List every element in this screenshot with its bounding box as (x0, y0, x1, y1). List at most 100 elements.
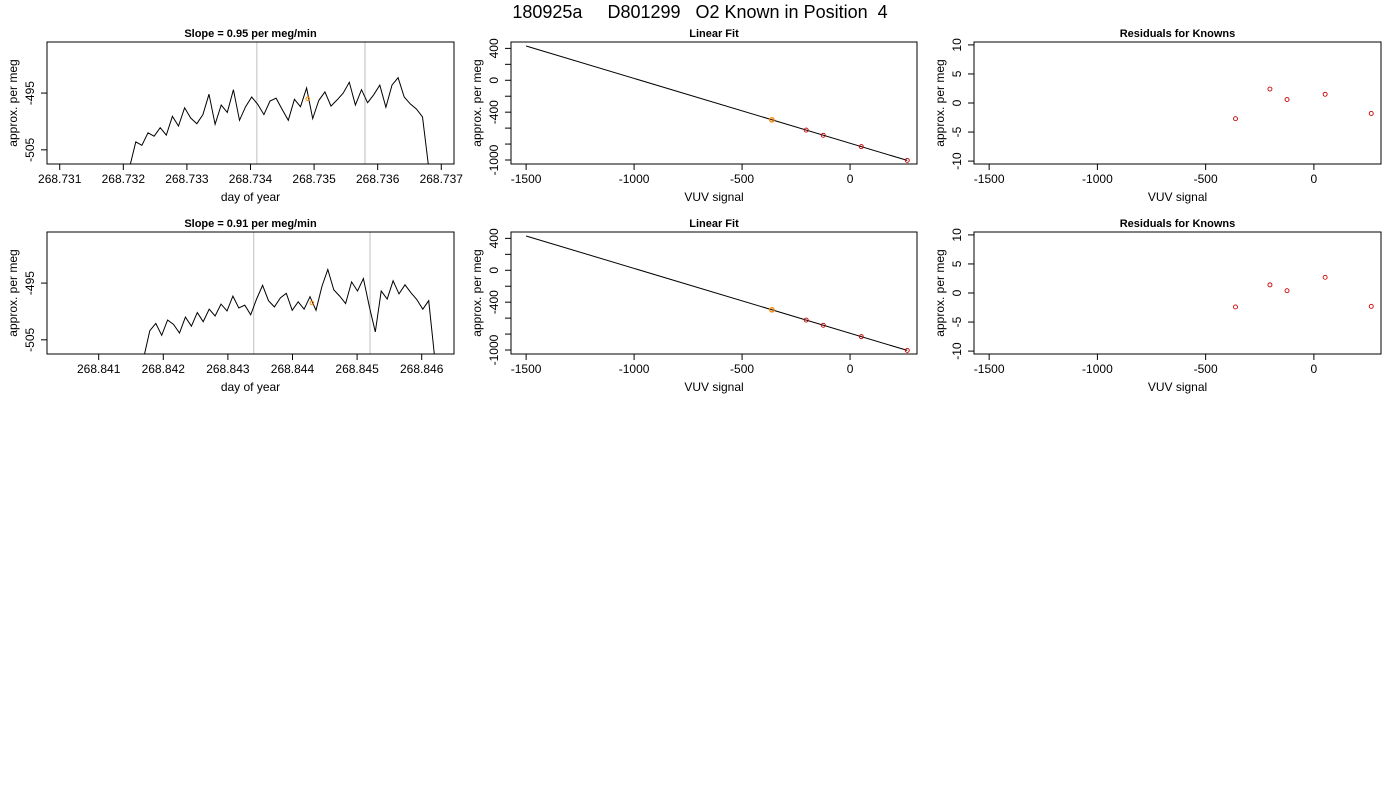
plot-area (1233, 86, 1374, 122)
marker-point (309, 300, 315, 306)
data-point (1322, 274, 1328, 280)
y-tick-label: -5 (950, 316, 964, 327)
x-tick-label: -500 (1194, 362, 1218, 376)
y-tick-label: -495 (23, 81, 37, 105)
data-point (803, 317, 809, 323)
y-tick-label: 400 (487, 38, 501, 58)
panel-6: Residuals for Knowns -1500 -1000 -500 0 VUV s… (933, 218, 1382, 394)
plot-frame (510, 41, 918, 165)
plot-frame (973, 231, 1382, 355)
y-tick-label: 10 (950, 38, 964, 52)
panel-5: Linear Fit -1500 -1000 -500 0 VUV signal -1000… (470, 218, 918, 394)
x-tick-label: -500 (1194, 172, 1218, 186)
data-point (1368, 111, 1374, 116)
y-tick-label: 0 (950, 289, 964, 296)
x-tick-label: 268.845 (335, 362, 379, 376)
x-axis-label: day of year (221, 190, 280, 204)
highlight-point (769, 116, 775, 123)
data-point (1233, 304, 1238, 310)
chart-title: Slope = 0.91 per meg/min (184, 218, 317, 230)
x-tick-label: -1000 (1082, 172, 1113, 186)
y-tick-label: -400 (487, 100, 501, 124)
y-axis-label: approx. per meg (933, 249, 947, 336)
y-tick-label: 0 (950, 99, 964, 106)
x-axis-label: day of year (221, 380, 280, 394)
y-tick-label: -1000 (487, 334, 501, 365)
x-tick-label: -500 (730, 172, 754, 186)
y-tick-label: 400 (487, 228, 501, 248)
x-tick-label: 268.731 (38, 172, 82, 186)
x-tick-label: -1000 (619, 172, 650, 186)
y-axis-label: approx. per meg (470, 249, 484, 336)
plot-frame (46, 231, 455, 355)
x-tick-label: -1500 (974, 362, 1005, 376)
series-line (129, 76, 429, 164)
data-point (1233, 116, 1238, 122)
x-tick-label: 0 (1311, 172, 1318, 186)
data-point (1284, 97, 1290, 102)
x-tick-label: 0 (847, 362, 854, 376)
plot-area (525, 235, 910, 353)
x-tick-label: 268.844 (271, 362, 315, 376)
x-tick-label: 268.842 (142, 362, 186, 376)
data-point (803, 127, 809, 133)
y-axis-label: approx. per meg (470, 59, 484, 146)
x-tick-label: 268.732 (102, 172, 146, 186)
y-axis-label: approx. per meg (6, 59, 20, 146)
panel-3: Residuals for Knowns -1500 -1000 -500 0 VUV s… (933, 28, 1382, 204)
data-point (904, 157, 910, 163)
panel-1: Slope = 0.95 per meg/min 268.731 268.732 26… (6, 28, 463, 204)
y-tick-label: -5 (950, 126, 964, 137)
y-tick-label: 10 (950, 228, 964, 242)
plot-frame (973, 41, 1382, 165)
y-axis-label: approx. per meg (933, 59, 947, 146)
plot-frame (510, 231, 918, 355)
x-tick-label: 268.846 (400, 362, 444, 376)
x-tick-label: -1500 (511, 362, 542, 376)
chart-title: Residuals for Knowns (1120, 28, 1236, 40)
fit-line (525, 235, 908, 351)
data-point (858, 334, 864, 340)
y-tick-label: 5 (950, 70, 964, 77)
panel-2: Linear Fit -1500 -1000 -500 0 VUV signal -1000… (470, 28, 918, 204)
y-tick-label: 0 (487, 267, 501, 274)
data-point (1368, 303, 1374, 309)
y-tick-label: -10 (950, 152, 964, 170)
x-tick-label: 268.735 (292, 172, 336, 186)
plot-area (144, 232, 435, 354)
y-tick-label: 0 (487, 77, 501, 84)
y-tick-label: -505 (23, 137, 37, 161)
chart-title: Linear Fit (689, 28, 739, 40)
y-tick-label: -10 (950, 342, 964, 360)
page-title: 180925a D801299 O2 Known in Position 4 (512, 2, 888, 22)
x-tick-label: -1500 (974, 172, 1005, 186)
highlight-point (769, 306, 775, 313)
panel-4: Slope = 0.91 per meg/min 268.841 268.842 26… (6, 218, 455, 394)
data-point (820, 132, 826, 138)
x-axis-label: VUV signal (1148, 380, 1207, 394)
data-point (1267, 282, 1273, 288)
x-tick-label: 268.736 (356, 172, 400, 186)
y-tick-label: -400 (487, 290, 501, 314)
x-tick-label: 268.841 (77, 362, 121, 376)
x-tick-label: 268.737 (420, 172, 464, 186)
data-point (820, 322, 826, 328)
series-line (144, 267, 435, 354)
x-axis-label: VUV signal (1148, 190, 1207, 204)
x-tick-label: 0 (1311, 362, 1318, 376)
x-axis-label: VUV signal (684, 380, 743, 394)
data-point (858, 144, 864, 150)
x-tick-label: 0 (847, 172, 854, 186)
y-tick-label: -505 (23, 327, 37, 351)
chart-title: Slope = 0.95 per meg/min (184, 28, 317, 40)
plot-area (1233, 274, 1374, 310)
y-tick-label: 5 (950, 260, 964, 267)
data-point (1322, 91, 1328, 97)
x-tick-label: 268.734 (229, 172, 273, 186)
y-tick-label: -495 (23, 271, 37, 295)
x-tick-label: 268.733 (165, 172, 209, 186)
data-point (1284, 288, 1290, 294)
plot-frame (46, 41, 455, 165)
chart-title: Residuals for Knowns (1120, 218, 1236, 230)
